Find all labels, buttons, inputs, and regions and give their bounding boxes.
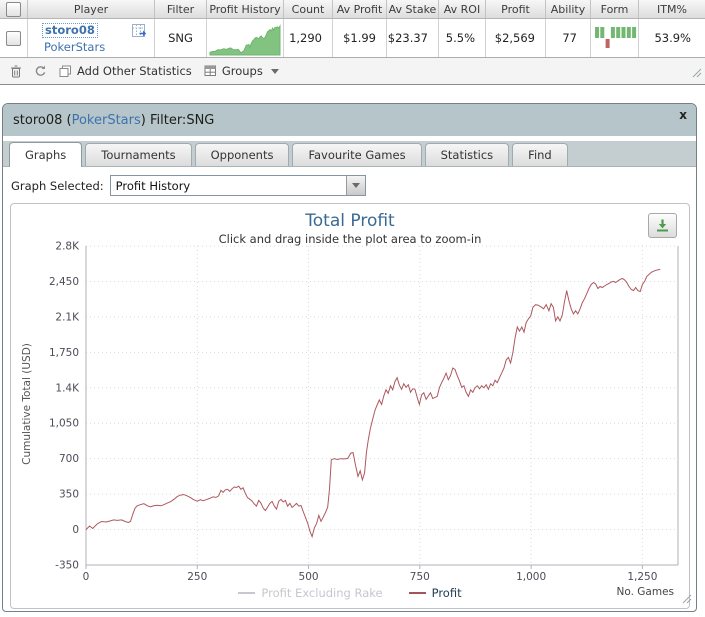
delete-button[interactable] xyxy=(10,65,22,78)
chart-title: Total Profit xyxy=(305,211,395,231)
panel-title-site: PokerStars xyxy=(71,112,141,128)
add-other-statistics-label: Add Other Statistics xyxy=(77,64,192,78)
table-header-row: Player Filter Profit History Count Av Pr… xyxy=(0,0,705,19)
player-cell: storo08 PokerStars xyxy=(28,19,155,57)
svg-text:2.8K: 2.8K xyxy=(55,241,80,253)
legend-label: Profit Excluding Rake xyxy=(261,586,383,600)
select-all-checkbox[interactable] xyxy=(6,1,21,17)
col-filter[interactable]: Filter xyxy=(155,0,207,18)
svg-text:2,450: 2,450 xyxy=(49,276,79,288)
svg-text:1.4K: 1.4K xyxy=(55,382,80,394)
table-toolbar: Add Other Statistics Groups xyxy=(0,58,705,85)
player-detail-panel: storo08 (PokerStars) Filter:SNG x Graphs… xyxy=(2,103,697,612)
table-row[interactable]: storo08 PokerStars SNG 1,290 xyxy=(0,19,705,58)
row-checkbox-cell xyxy=(0,19,28,57)
av-stake-cell: $23.37 xyxy=(387,19,439,57)
groups-label: Groups xyxy=(221,64,263,78)
chart-subtitle: Click and drag inside the plot area to z… xyxy=(218,232,482,246)
legend-item-profit-excluding-rake[interactable]: Profit Excluding Rake xyxy=(238,586,383,600)
panel-title-post: ) Filter:SNG xyxy=(140,112,215,128)
profit-chart: Total Profit Click and drag inside the p… xyxy=(10,203,690,609)
groups-icon xyxy=(204,65,216,76)
player-stats-table: Player Filter Profit History Count Av Pr… xyxy=(0,0,705,85)
add-other-statistics-button[interactable]: Add Other Statistics xyxy=(59,64,192,78)
refresh-button[interactable] xyxy=(34,65,47,78)
av-roi-cell: 5.5% xyxy=(439,19,486,57)
legend-dash-icon xyxy=(238,592,256,594)
col-av-roi[interactable]: Av ROI xyxy=(439,0,486,18)
trash-icon xyxy=(11,65,21,77)
itm-cell: 53.9% xyxy=(654,31,691,45)
row-checkbox[interactable] xyxy=(6,30,21,46)
count-cell: 1,290 xyxy=(284,19,333,57)
tab-opponents[interactable]: Opponents xyxy=(194,143,290,166)
graph-select-dropdown[interactable]: Profit History xyxy=(109,175,366,196)
svg-text:1,050: 1,050 xyxy=(49,418,79,430)
form-bars-chart xyxy=(594,27,636,48)
svg-text:750: 750 xyxy=(410,571,430,583)
col-av-stake[interactable]: Av Stake xyxy=(387,0,439,18)
col-player[interactable]: Player xyxy=(28,0,155,18)
profit-history-sparkline-cell[interactable] xyxy=(207,19,284,57)
legend-dash-icon xyxy=(408,592,426,594)
download-chart-button[interactable] xyxy=(648,213,677,238)
panel-resize-grip[interactable] xyxy=(680,589,692,608)
add-statistics-icon xyxy=(59,65,71,77)
svg-text:700: 700 xyxy=(59,453,79,465)
svg-text:350: 350 xyxy=(59,489,79,501)
svg-text:250: 250 xyxy=(187,571,207,583)
svg-text:1,250: 1,250 xyxy=(627,571,657,583)
plot-area[interactable]: -350 0 350 700 1,050 1.4K 1,750 2.1K 2,450 2.8K 0 2… xyxy=(11,204,687,608)
col-form[interactable]: Form xyxy=(591,0,639,18)
svg-text:1,000: 1,000 xyxy=(516,571,546,583)
chart-legend: Profit Excluding Rake Profit xyxy=(11,586,689,600)
av-profit-cell: $1.99 xyxy=(333,19,387,57)
groups-caret-icon xyxy=(270,68,279,74)
close-panel-button[interactable]: x xyxy=(679,108,687,122)
toolbar-resize-grip[interactable] xyxy=(691,67,702,81)
graph-select-value: Profit History xyxy=(115,178,191,193)
download-icon xyxy=(657,219,668,232)
panel-title-pre: storo08 ( xyxy=(13,112,72,128)
profit-sparkline xyxy=(209,23,280,55)
svg-text:2.1K: 2.1K xyxy=(55,311,80,323)
refresh-icon xyxy=(35,65,46,76)
tab-favourite-games[interactable]: Favourite Games xyxy=(292,143,422,166)
graph-selector-row: Graph Selected: Profit History xyxy=(3,167,696,200)
tab-tournaments[interactable]: Tournaments xyxy=(85,143,192,166)
col-profit-history[interactable]: Profit History xyxy=(207,0,284,18)
svg-text:0: 0 xyxy=(72,524,79,536)
ability-cell: 77 xyxy=(546,19,591,57)
col-itm[interactable]: ITM% xyxy=(657,2,687,16)
col-count[interactable]: Count xyxy=(284,0,333,18)
header-checkbox-cell xyxy=(0,0,28,18)
panel-tabstrip: Graphs Tournaments Opponents Favourite Game… xyxy=(3,141,696,167)
tab-graphs[interactable]: Graphs xyxy=(9,142,83,167)
legend-label: Profit xyxy=(431,586,462,600)
tab-find[interactable]: Find xyxy=(512,143,568,166)
profit-line xyxy=(85,268,661,539)
x-axis-label: No. Games xyxy=(616,586,675,598)
graph-selected-label: Graph Selected: xyxy=(11,178,104,193)
player-site-link[interactable]: PokerStars xyxy=(44,39,106,54)
panel-title-bar: storo08 (PokerStars) Filter:SNG x xyxy=(3,104,696,136)
svg-text:-350: -350 xyxy=(55,560,79,572)
graph-select-button[interactable] xyxy=(345,176,365,195)
svg-text:500: 500 xyxy=(299,571,319,583)
svg-text:0: 0 xyxy=(83,571,90,583)
groups-button[interactable]: Groups xyxy=(204,64,279,78)
col-profit[interactable]: Profit xyxy=(486,0,546,18)
filter-cell: SNG xyxy=(155,19,207,57)
col-av-profit[interactable]: Av Profit xyxy=(333,0,387,18)
tab-statistics[interactable]: Statistics xyxy=(424,143,510,166)
profit-cell: $2,569 xyxy=(486,19,546,57)
export-player-icon[interactable] xyxy=(132,24,149,42)
svg-text:1,750: 1,750 xyxy=(49,347,79,359)
player-name-link[interactable]: storo08 xyxy=(42,22,98,38)
form-cell xyxy=(591,19,639,57)
legend-item-profit[interactable]: Profit xyxy=(408,586,462,600)
chevron-down-icon xyxy=(351,183,360,188)
col-ability[interactable]: Ability xyxy=(546,0,591,18)
